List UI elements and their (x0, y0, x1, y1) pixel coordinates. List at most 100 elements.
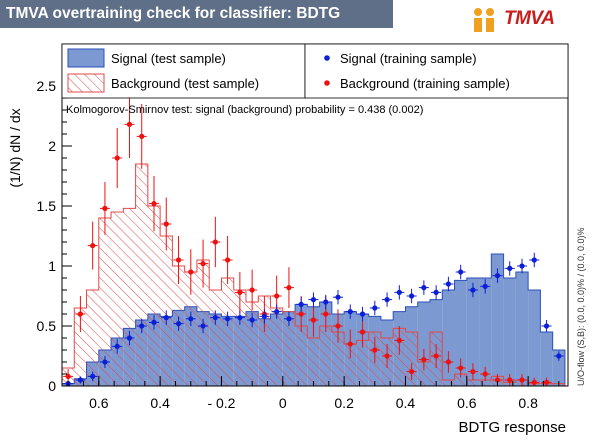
signal-train-point (298, 301, 304, 307)
background-train-point (212, 239, 218, 245)
signal-train-point (212, 315, 218, 321)
signal-train-point (188, 316, 194, 322)
background-test-bin (74, 308, 87, 386)
signal-train-point (163, 315, 169, 321)
background-test-bin (442, 380, 455, 386)
y-axis-title: (1/N) dN / dx (7, 108, 23, 187)
background-train-point (494, 377, 501, 383)
background-test-bin (135, 164, 148, 386)
signal-train-point (323, 299, 329, 305)
signal-train-point (126, 335, 133, 341)
signal-train-point (543, 323, 550, 329)
background-train-point (323, 311, 329, 317)
overflow-note: U/O-flow (S,B): (0.0, 0.0)% / (0.0, 0.0)… (576, 227, 586, 386)
legend: Signal (test sample) Background (test sa… (61, 43, 569, 99)
x-tick-label: 0.2 (334, 395, 354, 411)
signal-test-bin (540, 332, 553, 386)
background-train-point (433, 353, 439, 359)
background-train-point (396, 337, 402, 343)
signal-test-bin (491, 254, 504, 386)
signal-train-point (225, 316, 231, 322)
ks-test-text: Kolmogorov-Smirnov test: signal (backgro… (66, 104, 423, 116)
signal-train-point (482, 283, 488, 289)
background-train-point (102, 205, 108, 211)
signal-train-point (335, 294, 341, 300)
background-train-point (151, 201, 157, 207)
background-test-bin (123, 208, 136, 386)
signal-test-bin (515, 272, 529, 386)
background-train-point (90, 243, 96, 249)
background-train-point (188, 269, 194, 275)
background-train-point (470, 369, 476, 375)
signal-train-point (433, 289, 439, 295)
background-train-point (458, 365, 464, 371)
signal-train-point (470, 287, 476, 293)
background-train-point (421, 357, 427, 363)
signal-train-point (249, 317, 255, 323)
x-tick-label: 0.6 (457, 395, 477, 411)
signal-train-point (77, 377, 83, 383)
legend-background-train-label: Background (training sample) (340, 76, 510, 91)
background-test-bin (86, 290, 99, 386)
background-train-point (163, 221, 169, 227)
signal-train-point (372, 305, 378, 311)
y-tick-label: 1 (48, 258, 56, 274)
x-tick-label: 0.4 (396, 395, 416, 411)
background-train-point (65, 373, 71, 379)
signal-train-point (409, 293, 415, 299)
background-train-point (543, 379, 550, 385)
legend-background-test-swatch (67, 73, 105, 93)
signal-train-point (494, 273, 501, 279)
y-tick-label: 0 (48, 378, 56, 394)
signal-train-point (175, 321, 182, 327)
signal-train-point (445, 281, 451, 287)
signal-train-point (310, 297, 317, 303)
background-train-point (249, 287, 255, 293)
background-train-point (175, 257, 182, 263)
background-test-bin (258, 296, 271, 386)
background-test-bin (454, 374, 467, 386)
background-train-point (507, 377, 513, 383)
signal-train-point (261, 313, 267, 319)
signal-train-point (531, 257, 537, 263)
background-train-point (274, 293, 280, 299)
signal-test-bin (503, 278, 516, 386)
background-test-bin (479, 380, 492, 386)
background-train-point (237, 289, 243, 295)
signal-test-bin (466, 278, 480, 386)
background-test-bin (319, 326, 332, 386)
x-tick-label: 0 (279, 395, 287, 411)
background-train-point (384, 353, 390, 359)
signal-train-point (237, 315, 243, 321)
tmva-logo: TMVA (470, 2, 580, 34)
legend-signal-train-marker (324, 55, 330, 61)
background-test-bin (307, 338, 320, 386)
background-train-point (445, 359, 451, 365)
plot-title: TMVA overtraining check for classifier: … (0, 0, 393, 28)
signal-train-point (359, 311, 366, 317)
background-train-point (482, 371, 488, 377)
background-test-bin (466, 380, 480, 386)
legend-background-train-marker (324, 80, 330, 86)
signal-train-point (458, 269, 464, 275)
signal-train-point (384, 297, 390, 303)
signal-test-bin (528, 290, 541, 386)
background-test-bin (221, 278, 234, 386)
background-train-point (310, 317, 317, 323)
background-test-bin (111, 212, 124, 386)
tmva-logo-icon (474, 8, 494, 32)
signal-train-point (151, 319, 157, 325)
background-test-bin (417, 362, 430, 386)
background-train-point (139, 133, 145, 139)
background-test-bin (209, 290, 222, 386)
signal-test-bin (479, 278, 492, 386)
signal-train-point (139, 323, 145, 329)
signal-train-point (507, 265, 513, 271)
background-test-bin (98, 218, 112, 386)
legend-signal-test-swatch (67, 48, 105, 68)
x-tick-label: 0.4 (150, 395, 170, 411)
legend-background-test-label: Background (test sample) (111, 76, 259, 91)
background-train-point (286, 285, 292, 291)
tmva-logo-text: TMVA (504, 8, 555, 29)
